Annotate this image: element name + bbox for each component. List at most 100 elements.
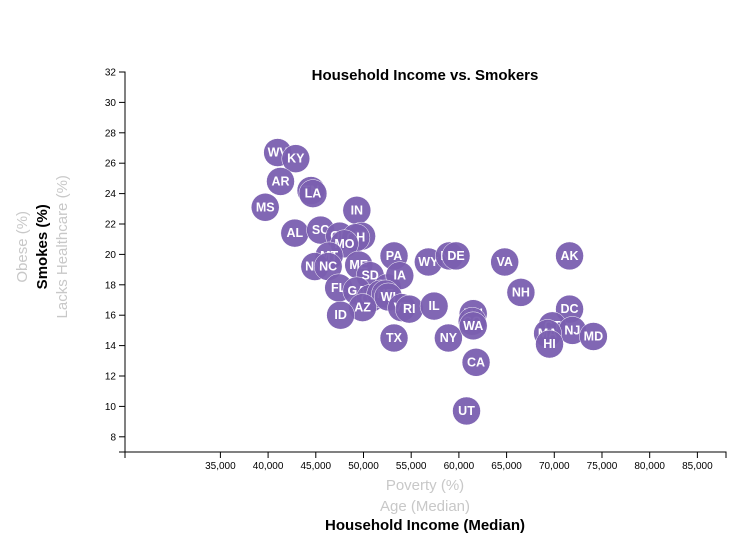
state-point[interactable]: AR [266,167,295,196]
y-tick-label: 14 [105,341,117,352]
state-abbr-label: UT [458,404,475,418]
state-marker[interactable] [490,247,519,277]
state-marker[interactable] [281,144,311,173]
state-marker[interactable] [506,278,536,307]
state-point[interactable]: MD [579,322,608,351]
state-abbr-label: MD [584,329,603,343]
x-axis-line [124,451,727,458]
x-tick-label: 40,000 [253,461,284,472]
x-tick-label: 85,000 [682,461,713,472]
x-axis-labels: Poverty (%) Age (Median) Household Income … [325,477,525,534]
x-axis-label[interactable]: Poverty (%) [386,477,464,494]
chart-title: Household Income vs. Smokers [312,67,539,84]
state-abbr-label: AZ [354,301,371,315]
x-axis-label[interactable]: Age (Median) [380,498,470,515]
state-point[interactable]: UT [452,396,481,426]
state-abbr-label: NJ [564,323,580,337]
y-tick-label: 12 [105,372,117,383]
y-tick-label: 20 [105,250,117,261]
state-point[interactable]: MS [250,193,280,222]
x-tick-label: 35,000 [205,461,236,472]
state-abbr-label: SD [361,269,378,283]
state-abbr-label: RI [403,302,416,316]
state-abbr-label: HI [543,337,556,351]
state-abbr-label: NH [512,285,530,299]
state-abbr-label: DC [561,302,579,316]
y-tick-label: 26 [105,159,117,170]
state-point[interactable]: VA [490,247,519,277]
y-axis-label[interactable]: Smokes (%) [34,204,51,289]
y-tick-label: 24 [105,189,117,200]
x-tick-label: 55,000 [396,461,427,472]
state-marker[interactable] [535,329,564,359]
y-tick-label: 28 [105,128,117,139]
state-point[interactable]: NC [313,252,343,281]
state-point[interactable]: HI [535,329,564,359]
x-tick-label: 75,000 [587,461,618,472]
state-marker[interactable] [379,323,409,353]
state-abbr-label: KY [287,152,305,166]
state-point[interactable]: TX [379,323,409,353]
state-point[interactable]: KY [281,144,311,173]
state-abbr-label: PA [386,249,402,263]
state-marker[interactable] [434,323,463,353]
state-abbr-label: SC [312,223,329,237]
state-abbr-label: CA [467,355,485,369]
x-tick-label: 50,000 [348,461,379,472]
state-abbr-label: IL [429,299,440,313]
state-point[interactable]: AL [280,218,310,248]
state-marker[interactable] [250,193,280,222]
y-tick-label: 30 [105,98,117,109]
x-axis-label[interactable]: Household Income (Median) [325,517,525,534]
x-tick-label: 65,000 [491,461,522,472]
state-abbr-label: WA [463,319,483,333]
state-point[interactable]: ID [326,300,355,330]
y-tick-label: 22 [105,220,117,231]
y-tick-label: 10 [105,402,117,413]
y-axis-label[interactable]: Obese (%) [14,211,31,283]
x-tick-label: 45,000 [300,461,331,472]
state-point[interactable]: DE [441,241,471,271]
state-marker[interactable] [555,241,584,271]
y-tick-label: 32 [105,68,117,79]
y-tick-label: 8 [110,432,116,443]
state-abbr-label: DE [447,249,464,263]
state-point[interactable]: NY [434,323,463,353]
state-abbr-label: NC [319,260,337,274]
y-axis-labels: Obese (%) Smokes (%) Lacks Healthcare (%) [14,175,71,318]
state-abbr-label: IA [393,269,406,283]
state-marker[interactable] [461,348,491,377]
state-point[interactable]: CA [461,348,491,377]
state-marker[interactable] [266,167,295,196]
state-point[interactable]: AK [555,241,584,271]
x-tick-label: 60,000 [444,461,475,472]
state-abbr-label: IN [351,203,364,217]
state-point[interactable]: AZ [348,293,377,322]
state-abbr-label: LA [305,187,322,201]
state-marker[interactable] [441,241,471,271]
state-point[interactable]: NH [506,278,536,307]
state-marker[interactable] [458,311,488,341]
state-abbr-label: AL [286,226,303,240]
y-tick-label: 16 [105,311,117,322]
state-abbr-label: MS [256,200,275,214]
state-marker[interactable] [452,396,481,426]
state-marker[interactable] [326,300,355,330]
state-point[interactable]: IL [419,291,449,321]
y-axis-line [119,71,126,453]
state-abbr-label: VA [496,255,512,269]
state-point[interactable]: WA [458,311,488,341]
state-point[interactable]: RI [395,294,424,324]
data-points: WVKYARTNLAMSINALSCOKMIOHMOMTNMNCMESDPAWY… [250,138,608,426]
state-marker[interactable] [579,322,608,351]
state-marker[interactable] [419,291,449,321]
state-point[interactable]: IN [342,196,372,225]
state-abbr-label: TX [386,331,403,345]
state-point[interactable]: LA [298,179,328,208]
y-tick-label: 18 [105,280,117,291]
axes: 35,000 40,000 45,000 50,000 55,000 60,000 65,0… [105,68,727,472]
state-marker[interactable] [298,179,328,208]
y-axis-label[interactable]: Lacks Healthcare (%) [54,175,71,318]
state-abbr-label: ID [334,308,347,322]
